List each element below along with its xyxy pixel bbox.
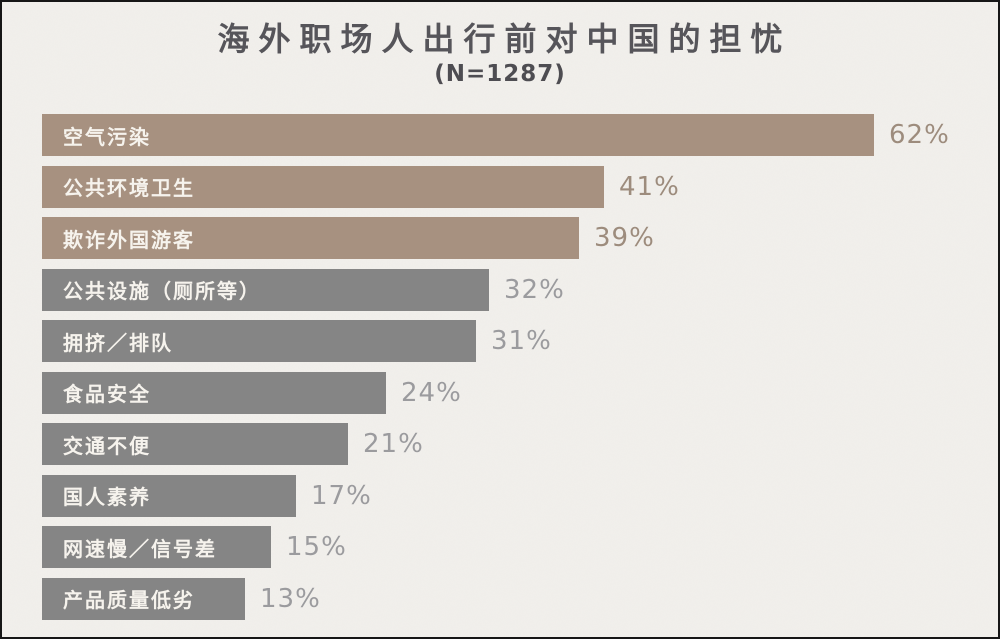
bar-row: 国人素养 17%: [42, 474, 998, 517]
bar-row: 欺诈外国游客 39%: [42, 217, 998, 259]
bar-category-label: 食品安全: [63, 382, 151, 406]
bar-row: 产品质量低劣 13%: [42, 577, 998, 620]
bar-value-label: 15%: [286, 532, 347, 562]
chart-title: 海外职场人出行前对中国的担忧: [217, 20, 792, 58]
bar-value-label: 39%: [594, 223, 655, 253]
bar-row: 拥挤／排队 31%: [42, 320, 998, 362]
bar-row: 交通不便 21%: [42, 423, 998, 465]
bar: 国人素养: [42, 474, 296, 517]
bar-category-label: 公共设施（厕所等）: [63, 279, 261, 303]
bar: 产品质量低劣: [42, 577, 245, 620]
chart-content: 海外职场人出行前对中国的担忧 (N=1287) 空气污染 62% 公共环境卫生 41%…: [2, 2, 998, 620]
bar: 空气污染: [42, 114, 874, 156]
chart-subtitle: (N=1287): [434, 61, 566, 87]
bar-category-label: 交通不便: [63, 433, 151, 458]
bar: 交通不便: [42, 423, 348, 465]
bar-row: 食品安全 24%: [42, 371, 998, 414]
bar-category-label: 产品质量低劣: [63, 588, 195, 612]
bar-category-label: 国人素养: [63, 485, 151, 509]
bar: 食品安全: [42, 371, 386, 414]
bar: 公共设施（厕所等）: [42, 268, 489, 311]
bar-chart: 空气污染 62% 公共环境卫生 41% 欺诈外国游客 39% 公共设施（厕所等） 32% 拥挤／…: [42, 114, 998, 620]
bar: 网速慢／信号差: [42, 526, 271, 568]
bar-value-label: 31%: [491, 326, 552, 356]
bar-value-label: 13%: [260, 583, 321, 614]
bar-row: 网速慢／信号差 15%: [42, 526, 998, 568]
bar-value-label: 24%: [401, 377, 462, 408]
bar-category-label: 空气污染: [63, 124, 151, 149]
bar: 公共环境卫生: [42, 165, 604, 208]
bar-value-label: 21%: [363, 429, 424, 459]
bar-category-label: 网速慢／信号差: [63, 536, 217, 561]
bar-row: 空气污染 62%: [42, 114, 998, 156]
bar-row: 公共设施（厕所等） 32%: [42, 268, 998, 311]
bar-row: 公共环境卫生 41%: [42, 165, 998, 208]
bar-value-label: 41%: [619, 171, 680, 202]
bar-value-label: 32%: [504, 274, 565, 305]
bar: 拥挤／排队: [42, 320, 476, 362]
bar-value-label: 62%: [889, 120, 950, 150]
bar: 欺诈外国游客: [42, 217, 579, 259]
bar-category-label: 拥挤／排队: [63, 330, 173, 355]
bar-category-label: 欺诈外国游客: [63, 227, 195, 252]
bar-category-label: 公共环境卫生: [63, 176, 195, 200]
bar-value-label: 17%: [311, 480, 372, 511]
